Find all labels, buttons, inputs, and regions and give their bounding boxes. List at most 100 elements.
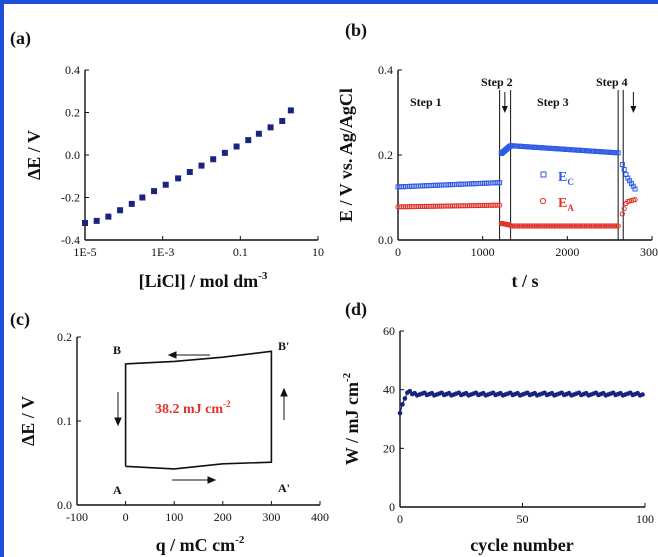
panel-c-arrowhead-left [167,351,177,359]
panel-c-letter: (c) [10,309,30,330]
panel-b-ea-point [497,202,503,208]
panel-d-letter: (d) [345,299,367,320]
panel-d-data-point [640,392,645,397]
panel-b-ea-point [533,223,539,229]
panel-b-ea-point [563,223,569,229]
panel-d-ylabel: W / mJ cm-2 [341,372,362,465]
panel-b-step1-label: Step 1 [410,95,442,109]
panel-d-ytick-label: 20 [383,441,395,455]
panel-b-ea-point [545,223,551,229]
panel-b-xtick-label: 1000 [471,245,495,259]
panel-b-ea-point [523,223,529,229]
panel-a-ytick-label: 0.0 [65,148,80,162]
panel-d-ylabel-main: W / mJ cm [342,382,362,465]
panel-b-ea-point [593,223,599,229]
panel-d-data-point [400,402,405,407]
panel-b-letter: (b) [345,20,367,41]
panel-a-data-point [105,213,112,220]
panel-c-xtick-label: 0 [123,510,129,524]
panel-b-ea-point [555,223,561,229]
panel-d-data-point [402,396,408,401]
panel-b-ec-point [615,150,621,156]
panel-b-ea-point [587,223,593,229]
panel-a-xtick-label: 1E-5 [73,245,96,259]
panel-d-ylabel-sup: -2 [341,372,353,382]
panel-b-ec-point [507,143,513,149]
panel-b-ea-point [592,223,598,229]
panel-b-ea-point [520,223,526,229]
panel-a-data-point [128,200,135,207]
panel-b-ea-point [510,223,516,229]
panel-a-data-point [198,162,205,169]
panel-b-ytick-label: 0.2 [378,148,393,162]
panel-b-ea-point [580,223,586,229]
panel-d-ytick-label: 40 [383,383,395,397]
panel-b-ea-point [536,223,543,229]
panel-b-ea-point [530,223,536,229]
panel-a-xlabel-sup: -3 [258,270,268,282]
panel-b-ea-point [561,223,568,229]
panel-c-ytick-label: 0.2 [57,330,72,344]
panel-b-ea-point [516,223,522,229]
panel-b-ec-point [621,167,627,173]
panel-b-ea-point [567,223,573,229]
panel-b-legend-ec-name: E [558,170,567,185]
panel-b-ea-point [553,223,559,229]
panel-a-data-point [279,118,286,124]
panel-a-data-point [162,181,169,188]
panel-b-xlabel: t / s [512,271,539,291]
panel-a-data-point [267,124,274,131]
panel-c-energy-annotation: 38.2 mJ cm-2 [155,399,231,417]
panel-b-ea-point [575,223,581,229]
panel-c-corner-bprime: B' [278,339,289,353]
panel-b-ea-point [588,223,594,229]
panel-b-ea-point [526,223,533,229]
panel-d-ytick-label: 0 [389,500,395,514]
panel-b-ea-point [513,223,519,229]
panel-b-ea-point [621,206,627,212]
panel-a-xlabel: [LiCl] / mol dm-3 [139,270,268,291]
panel-a-xtick-label: 0.1 [233,245,248,259]
panel-b-ea-point [619,211,625,217]
panel-b-xtick-label: 0 [395,245,401,259]
panel-b-ea-point [598,223,604,229]
panel-c-arrowhead-up [280,387,288,397]
panel-b-ea-point [570,223,576,229]
panel-c-ylabel: ΔE / V [18,396,38,446]
panel-b-ea-point [521,223,528,229]
panel-a-data-point [93,217,100,224]
panel-b-step3-label: Step 3 [537,95,569,109]
panel-d-chart: W / mJ cm-2 cycle number 0 20 40 60 0 50 100 [341,324,654,555]
panel-a-ytick-label: -0.4 [61,233,80,247]
panel-c-xtick-label: 200 [214,510,232,524]
panel-b-ytick-label: 0.4 [378,63,393,77]
panel-b-ea-point [525,223,531,229]
panel-b-ea-point [597,223,603,229]
panel-a-data-point [117,207,124,214]
panel-a-data-point [186,169,193,175]
panel-b-ea-point [495,202,501,208]
panel-b-legend-ea-sub: A [567,203,574,213]
panel-d-data-point [397,410,403,416]
panel-b-ea-point [595,223,601,229]
panel-b-ea-point [613,223,620,229]
panel-a-data-point [255,130,262,137]
panel-b-ea-point [610,223,616,229]
panel-b-ea-point [590,223,596,229]
panel-b-ec-point [632,186,638,192]
panel-c-arrowhead-down [114,417,122,427]
panel-b-ea-point [572,223,578,229]
panel-b-legend-ec-sub: C [567,177,574,187]
panel-b-ea-point [608,223,615,229]
panel-b-step-arrowhead [630,106,637,113]
panel-b-ea-point [515,223,521,229]
panel-b-ea-point [583,223,589,229]
panel-b-legend-ea-marker [539,197,547,205]
panel-a-data-point [82,220,88,226]
panel-b-step-arrowhead [501,106,508,113]
panel-c-xtick-label: 300 [262,510,280,524]
panel-b-ea-point [573,223,579,229]
panel-b-ea-point [585,223,591,229]
panel-a-data-point [233,143,240,150]
panel-c-direction-arrows [114,351,288,484]
